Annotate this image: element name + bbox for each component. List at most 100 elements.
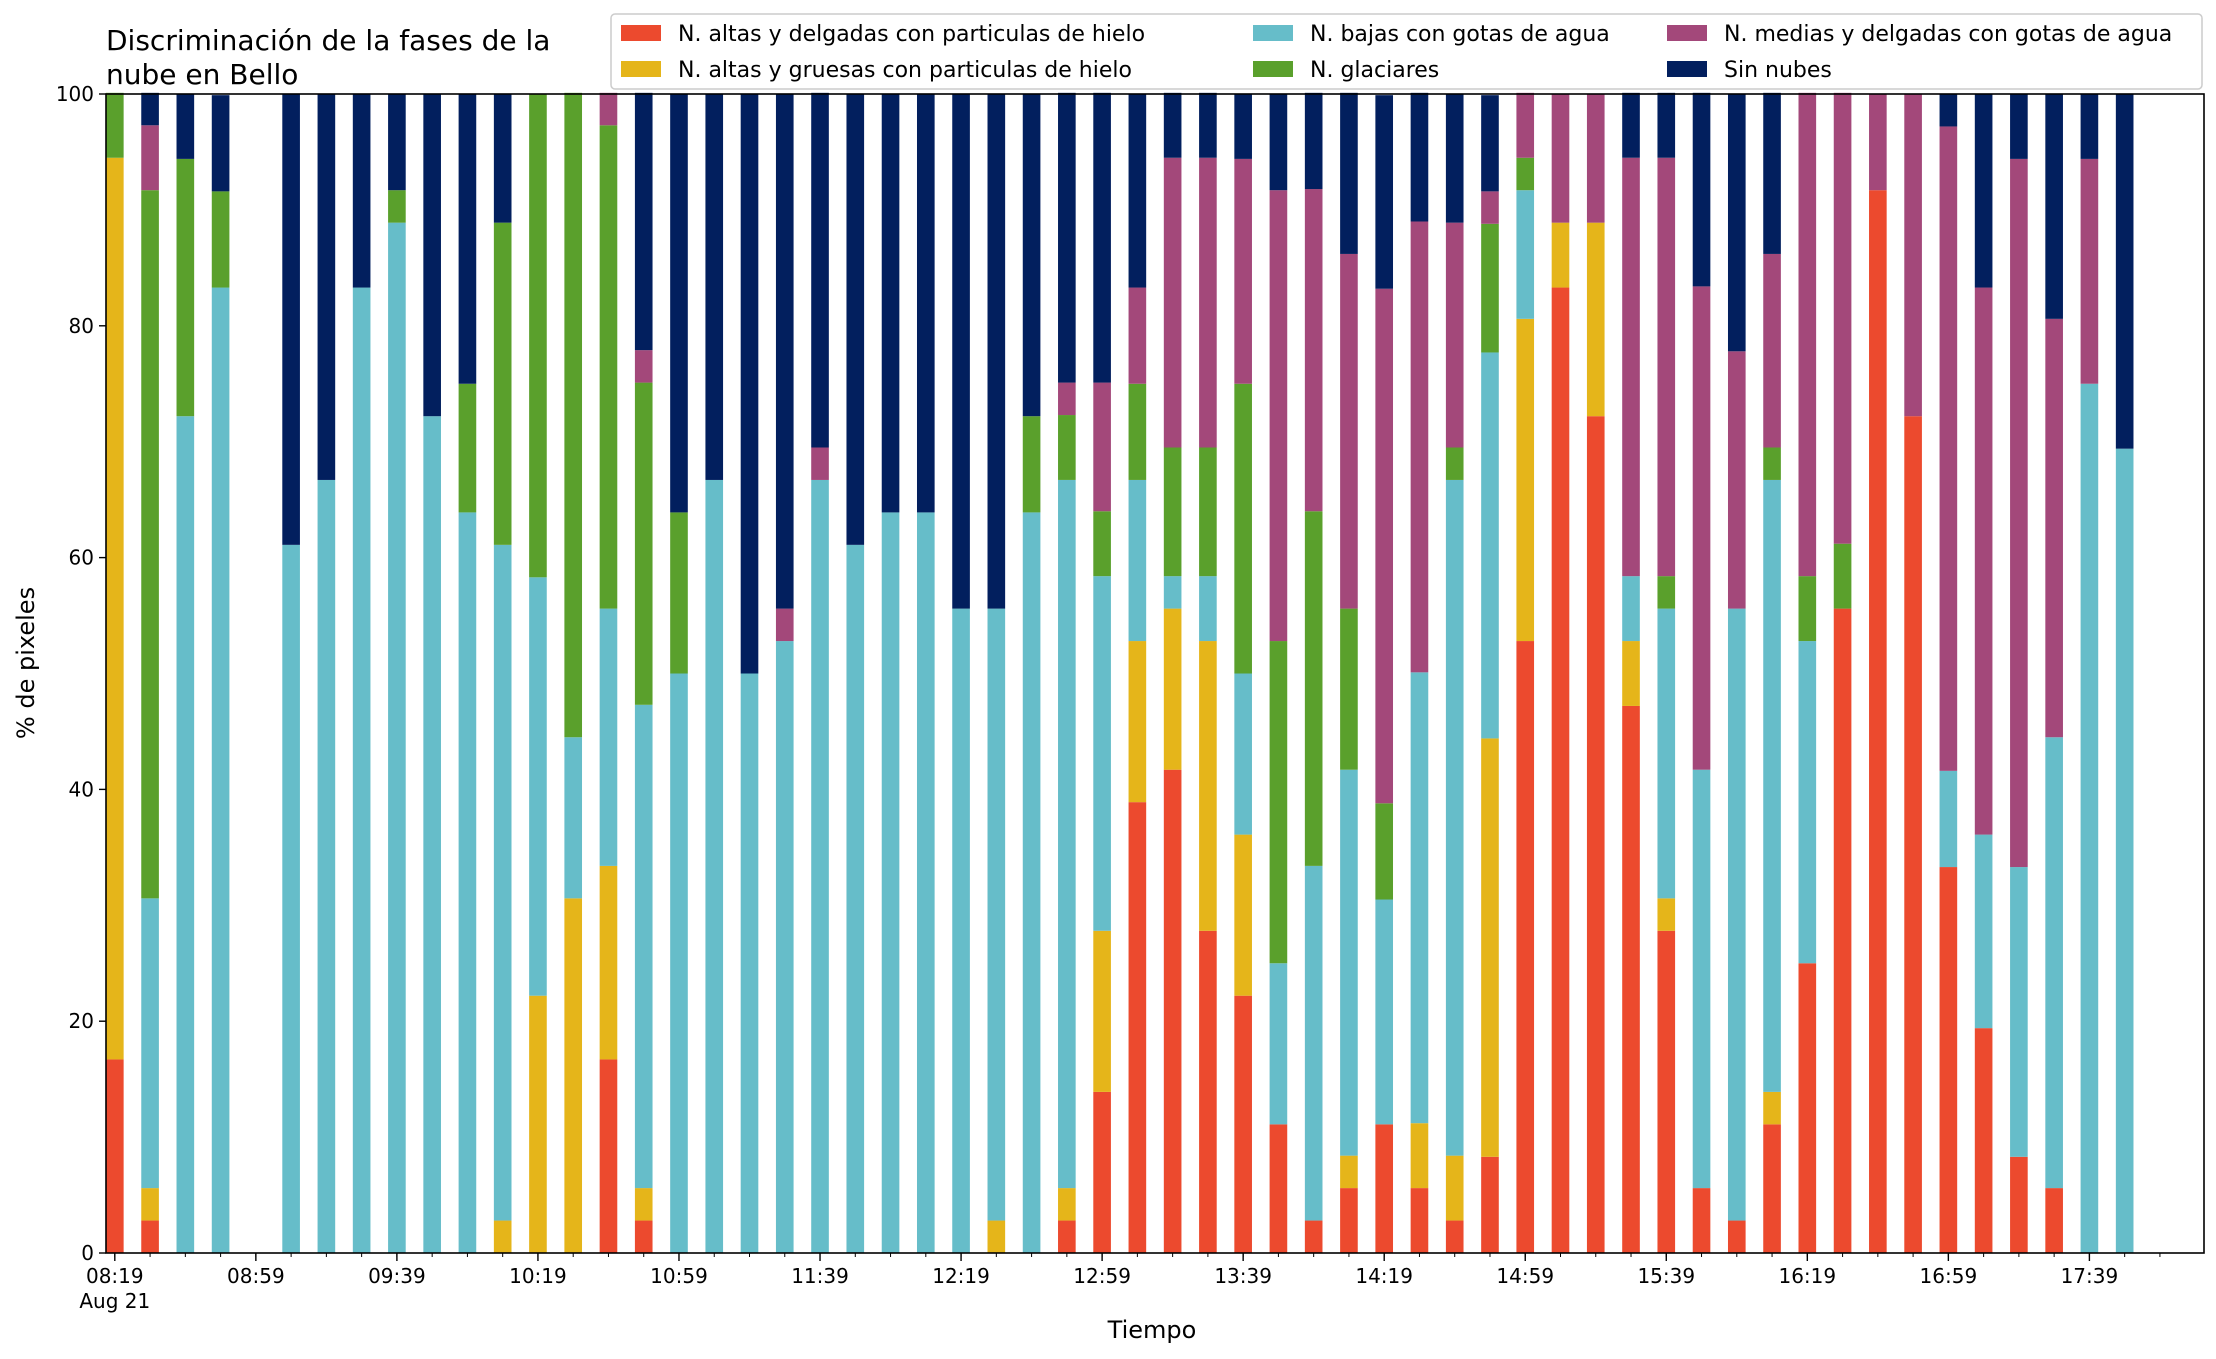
bar-segment — [1058, 1220, 1076, 1253]
bar-segment — [1657, 92, 1676, 158]
bar-segment — [1128, 641, 1147, 803]
bar-segment — [1199, 447, 1217, 577]
legend-entry: N. medias y delgadas con gotas de agua — [1724, 22, 2172, 47]
bar-segment — [1657, 930, 1676, 1253]
y-tick-label: 100 — [56, 82, 94, 106]
bar-segment — [352, 287, 371, 1253]
bar-segment — [2045, 94, 2063, 319]
y-tick-label: 80 — [69, 314, 94, 338]
bars-layer — [106, 92, 2134, 1254]
x-tick-label: 16:59 — [1920, 1264, 1978, 1288]
bar-segment — [1798, 963, 1817, 1253]
bar-segment — [811, 92, 829, 448]
bar-segment — [1904, 416, 1922, 1253]
x-axis-label: Tiempo — [1107, 1316, 1197, 1344]
bar-segment — [2045, 318, 2063, 738]
bar-segment — [388, 190, 406, 223]
bar-segment — [1234, 383, 1252, 674]
bar-segment — [1163, 92, 1182, 158]
x-tick-label: 17:39 — [2061, 1264, 2119, 1288]
bar-segment — [1093, 1091, 1111, 1253]
bar-segment — [388, 94, 406, 191]
bar-segment — [493, 222, 512, 545]
bar-segment — [1340, 253, 1358, 609]
bar-segment — [1657, 608, 1676, 899]
bar-segment — [1410, 92, 1429, 222]
bar-segment — [987, 608, 1006, 1221]
bar-segment — [1939, 126, 1958, 771]
bar-segment — [1692, 769, 1711, 1189]
bar-segment — [1199, 576, 1217, 642]
bar-segment — [529, 577, 547, 996]
bar-segment — [1375, 1124, 1394, 1253]
bar-segment — [211, 95, 230, 192]
bar-segment — [705, 479, 724, 1253]
bar-segment — [352, 94, 371, 288]
bar-segment — [1375, 803, 1394, 900]
bar-segment — [599, 125, 618, 609]
x-tick-label: 12:19 — [932, 1264, 990, 1288]
bar-segment — [1445, 447, 1464, 480]
bar-segment — [1939, 770, 1958, 868]
y-tick-label: 40 — [69, 777, 94, 801]
bar-segment — [811, 447, 829, 480]
bar-segment — [1974, 1028, 1993, 1253]
bar-segment — [1199, 92, 1217, 158]
bar-segment — [1833, 543, 1852, 609]
bar-segment — [1516, 190, 1535, 319]
bar-segment — [176, 94, 195, 159]
legend-entry: Sin nubes — [1724, 58, 1832, 83]
bar-segment — [2010, 867, 2028, 1157]
bar-segment — [1410, 1188, 1429, 1253]
bar-segment — [1234, 834, 1252, 996]
bar-segment — [1445, 1155, 1464, 1221]
x-tick-label: 12:59 — [1073, 1264, 1131, 1288]
bar-segment — [1022, 512, 1041, 1253]
bar-segment — [141, 190, 159, 899]
x-date-label: Aug 21 — [79, 1289, 150, 1313]
bar-segment — [775, 94, 794, 609]
bar-segment — [916, 94, 935, 513]
bar-segment — [1481, 223, 1499, 353]
bar-segment — [1058, 415, 1076, 480]
bar-segment — [1551, 222, 1570, 288]
bar-segment — [1058, 382, 1076, 416]
legend-entry: N. glaciares — [1310, 58, 1439, 83]
bar-segment — [634, 350, 653, 383]
bar-segment — [141, 125, 159, 191]
bar-segment — [423, 94, 441, 417]
bar-segment — [564, 737, 583, 899]
bar-segment — [599, 1059, 618, 1253]
bar-segment — [1058, 479, 1076, 1189]
bar-segment — [1763, 92, 1781, 254]
bar-segment — [846, 94, 865, 545]
bar-segment — [1727, 94, 1746, 352]
bar-segment — [1269, 641, 1288, 964]
bar-segment — [1974, 94, 1993, 288]
x-tick-label: 16:19 — [1778, 1264, 1836, 1288]
bar-segment — [1304, 511, 1323, 866]
bar-segment — [1904, 94, 1922, 417]
bar-segment — [493, 1220, 512, 1253]
bar-segment — [317, 94, 336, 480]
legend-entry: N. bajas con gotas de agua — [1310, 22, 1610, 47]
bar-segment — [564, 92, 583, 738]
bar-segment — [1763, 1124, 1781, 1253]
bar-segment — [141, 898, 159, 1189]
legend-swatch — [621, 25, 661, 41]
bar-segment — [493, 94, 512, 223]
bar-segment — [1058, 92, 1076, 383]
bar-segment — [211, 287, 230, 1253]
bar-segment — [1093, 92, 1111, 383]
bar-segment — [1481, 191, 1499, 224]
legend-swatch — [1667, 25, 1707, 41]
bar-segment — [1974, 834, 1993, 1029]
bar-segment — [670, 512, 688, 674]
bar-segment — [1093, 382, 1111, 512]
bar-segment — [1093, 930, 1111, 1092]
bar-segment — [599, 865, 618, 1060]
bar-segment — [1128, 479, 1147, 642]
bar-segment — [634, 382, 653, 705]
legend-box — [610, 13, 2203, 90]
